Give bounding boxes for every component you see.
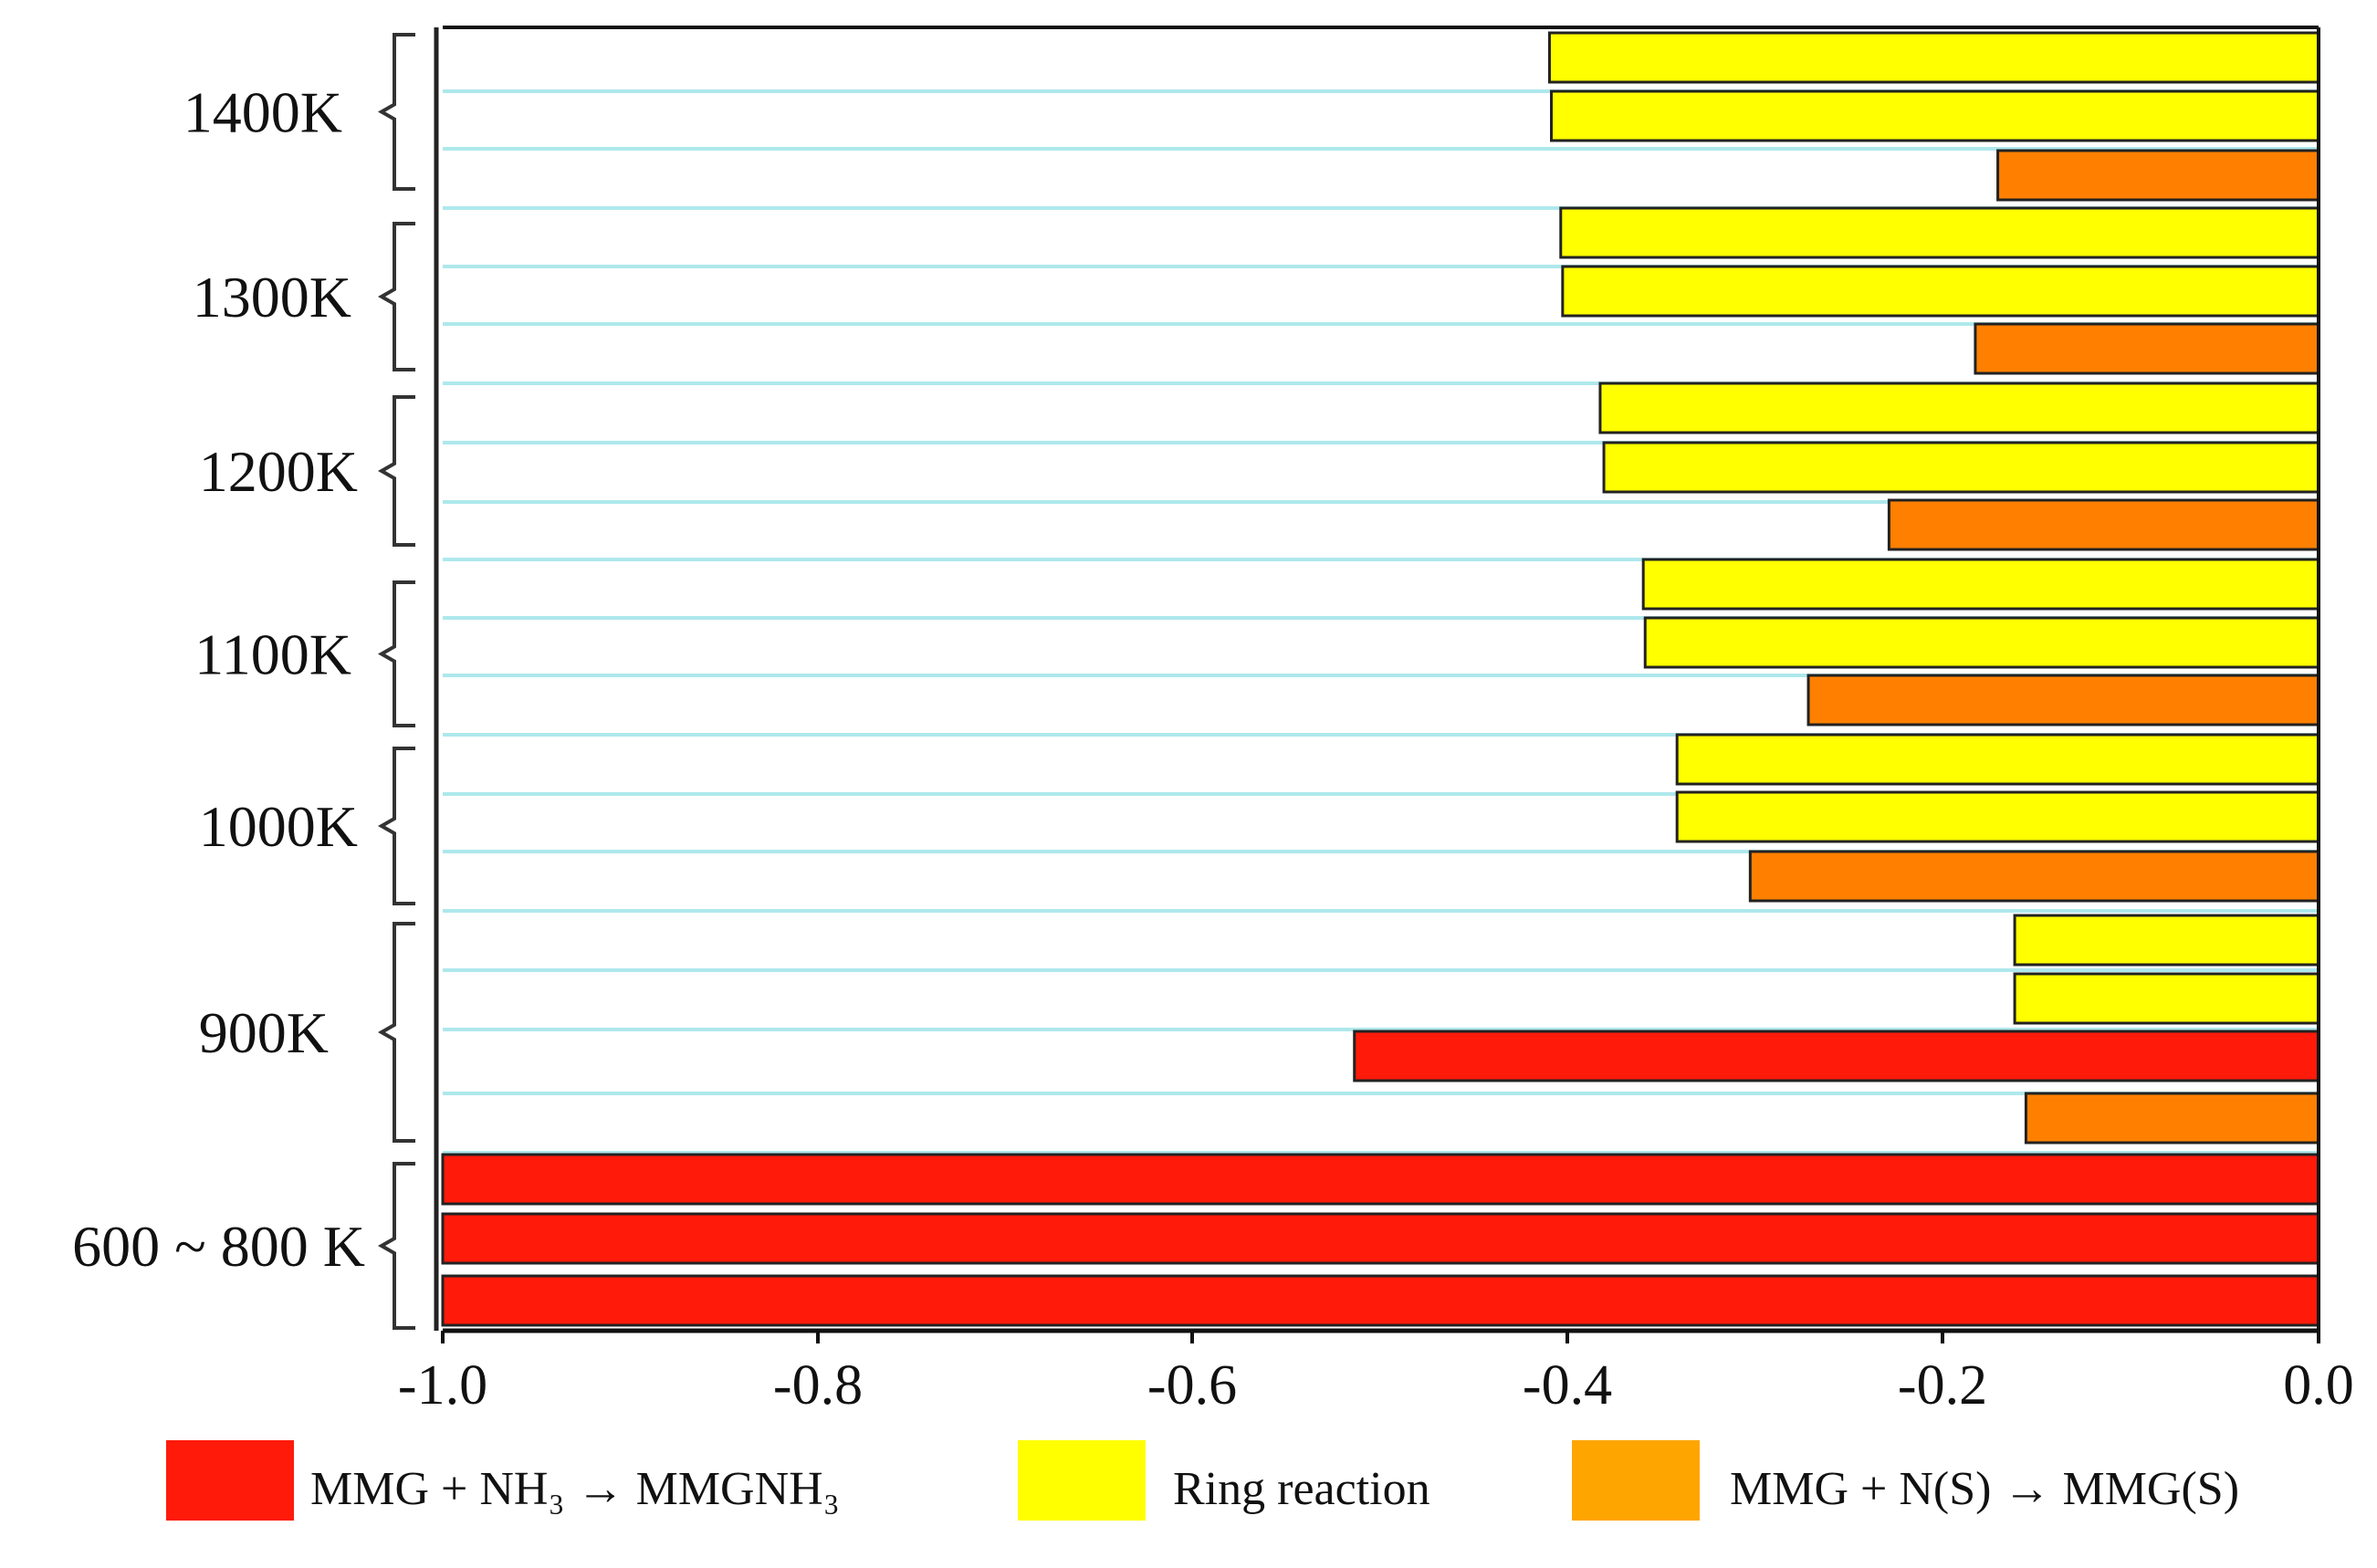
bar-1-1 [1561,265,2320,318]
group-label-3: 1100K [194,622,351,687]
bar-5-0 [2013,914,2320,967]
group-label-6: 600 ~ 800 K [72,1214,365,1279]
x-tick-label-0: -1.0 [398,1354,487,1416]
bar-4-2 [1748,850,2320,903]
bar-6-2 [441,1274,2320,1327]
legend-swatch-0 [166,1440,294,1521]
bar-2-0 [1598,382,2320,434]
bar-4-0 [1675,733,2320,786]
x-tick-label-4: -0.2 [1898,1354,1987,1416]
bar-3-1 [1643,616,2320,669]
bar-0-1 [1550,89,2320,142]
bar-1-0 [1559,206,2320,259]
group-brace-3 [377,580,415,727]
group-brace-0 [377,33,415,191]
bar-5-3 [2024,1092,2320,1145]
bar-6-1 [441,1212,2320,1265]
bar-4-1 [1675,790,2320,843]
bar-3-2 [1806,674,2320,727]
x-tick-label-3: -0.4 [1523,1354,1612,1416]
bar-1-2 [1974,322,2320,375]
group-label-1: 1300K [193,265,351,329]
group-brace-1 [377,222,415,371]
bar-2-2 [1887,498,2320,551]
group-label-0: 1400K [183,80,342,145]
legend-swatch-1 [1018,1440,1146,1521]
x-tick-label-1: -0.8 [773,1354,863,1416]
bar-0-2 [1996,149,2320,202]
bar-5-1 [2013,972,2320,1025]
legend-label-2: MMG + N(S) → MMG(S) [1730,1463,2239,1515]
legend-label-1: Ring reaction [1173,1463,1430,1515]
bar-2-1 [1602,441,2320,494]
bar-3-0 [1641,558,2320,611]
x-tick-label-2: -0.6 [1147,1354,1237,1416]
group-brace-2 [377,395,415,547]
group-label-2: 1200K [199,439,358,504]
legend-label-0: MMG + NH₃ → MMGNH₃ [310,1463,840,1515]
group-brace-5 [377,922,415,1143]
bar-0-0 [1547,31,2320,84]
bar-5-2 [1353,1030,2320,1082]
group-label-5: 900K [199,1000,329,1065]
x-tick-label-5: 0.0 [2283,1354,2354,1416]
group-brace-6 [377,1162,415,1330]
group-label-4: 1000K [199,794,358,859]
bar-6-0 [441,1153,2320,1206]
group-brace-4 [377,747,415,905]
legend-swatch-2 [1572,1440,1700,1521]
